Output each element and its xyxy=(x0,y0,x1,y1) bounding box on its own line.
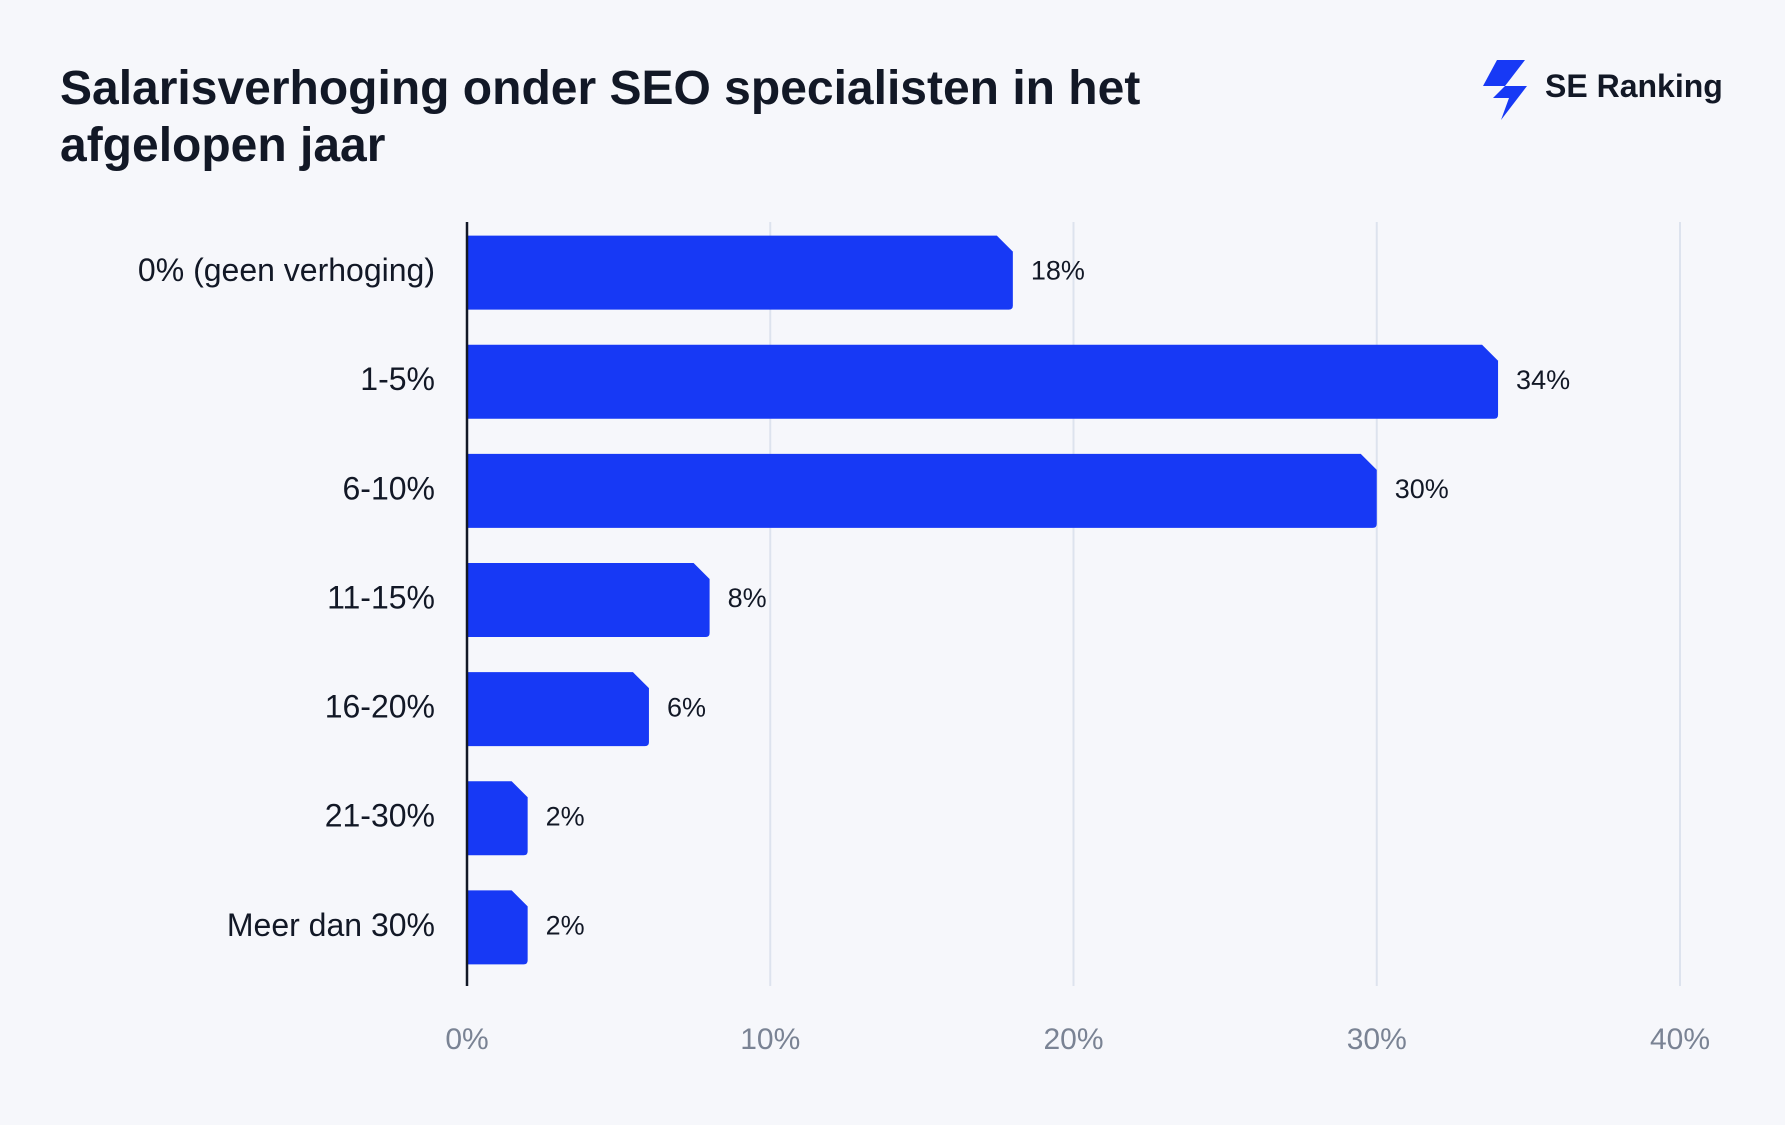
bar xyxy=(467,781,528,856)
brand-name: SE Ranking xyxy=(1545,68,1723,104)
value-label: 2% xyxy=(546,911,585,941)
value-label: 34% xyxy=(1516,365,1570,395)
x-tick-label: 10% xyxy=(740,1023,800,1056)
x-tick-label: 30% xyxy=(1347,1023,1407,1056)
y-tick-label: 11-15% xyxy=(327,579,435,615)
y-tick-label: 6-10% xyxy=(343,470,436,506)
value-label: 18% xyxy=(1031,256,1085,286)
y-tick-label: 1-5% xyxy=(360,361,435,397)
bar xyxy=(467,890,528,965)
value-label: 8% xyxy=(728,583,767,613)
bar xyxy=(467,672,649,747)
bar xyxy=(467,235,1013,310)
x-tick-label: 20% xyxy=(1043,1023,1103,1056)
bar xyxy=(467,563,710,637)
y-tick-label: 0% (geen verhoging) xyxy=(138,252,435,288)
bar xyxy=(467,453,1377,528)
x-tick-label: 40% xyxy=(1650,1023,1710,1056)
bar xyxy=(467,344,1499,419)
x-tick-label: 0% xyxy=(445,1023,488,1056)
value-label: 6% xyxy=(667,692,706,722)
value-label: 2% xyxy=(546,801,585,831)
y-tick-label: 16-20% xyxy=(325,689,435,725)
logo-icon xyxy=(1483,60,1527,120)
y-tick-label: Meer dan 30% xyxy=(227,907,435,943)
chart-title: Salarisverhoging onder SEO specialisten … xyxy=(60,62,1141,172)
value-label: 30% xyxy=(1395,474,1449,504)
y-tick-label: 21-30% xyxy=(325,798,435,834)
